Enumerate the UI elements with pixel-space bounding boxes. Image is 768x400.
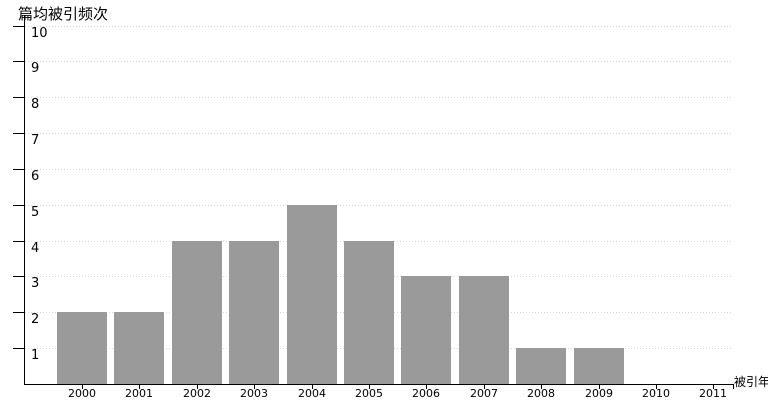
- x-tick-label: 2006: [412, 387, 440, 400]
- gridline: [25, 26, 733, 27]
- y-tick-label: 4: [31, 241, 40, 256]
- x-axis-tick: [656, 385, 657, 389]
- x-tick-label: 2010: [642, 387, 670, 400]
- x-axis-tick: [599, 385, 600, 389]
- y-tick-label: 2: [31, 312, 40, 327]
- bar-2005: [344, 241, 394, 384]
- bar-2007: [459, 276, 509, 384]
- x-tick-label: 2001: [125, 387, 153, 400]
- x-axis-tick: [713, 385, 714, 389]
- x-axis-title: 被引年: [734, 375, 768, 389]
- y-axis-tick: [13, 169, 24, 170]
- x-axis-tick: [197, 385, 198, 389]
- x-tick-label: 2004: [298, 387, 326, 400]
- x-axis-tick: [254, 385, 255, 389]
- x-tick-label: 2009: [585, 387, 613, 400]
- y-axis-title: 篇均被引频次: [18, 5, 109, 23]
- y-tick-label: 8: [31, 97, 40, 112]
- y-tick-label: 6: [31, 169, 40, 184]
- bar-2004: [287, 205, 337, 384]
- x-tick-label: 2011: [699, 387, 727, 400]
- x-tick-label: 2000: [68, 387, 96, 400]
- x-tick-label: 2005: [355, 387, 383, 400]
- y-axis-tick: [13, 276, 24, 277]
- x-tick-label: 2008: [527, 387, 555, 400]
- x-axis-tick: [82, 385, 83, 389]
- y-axis-tick: [13, 97, 24, 98]
- x-tick-label: 2007: [470, 387, 498, 400]
- y-axis-tick: [13, 312, 24, 313]
- bar-2008: [516, 348, 566, 384]
- y-axis-tick: [13, 133, 24, 134]
- x-axis-tick: [369, 385, 370, 389]
- gridline: [25, 61, 733, 62]
- y-tick-label: 7: [31, 133, 40, 148]
- x-axis-tick: [139, 385, 140, 389]
- gridline: [25, 97, 733, 98]
- x-axis-tick: [426, 385, 427, 389]
- y-tick-label: 1: [31, 348, 40, 363]
- bar-2009: [574, 348, 624, 384]
- x-axis-tick: [541, 385, 542, 389]
- y-tick-label: 3: [31, 276, 40, 291]
- bar-2001: [114, 312, 164, 384]
- bar-2003: [229, 241, 279, 384]
- x-axis-end-tick: [733, 385, 734, 389]
- y-tick-label: 5: [31, 205, 40, 220]
- x-axis-tick: [312, 385, 313, 389]
- bar-2006: [401, 276, 451, 384]
- x-axis-line: [24, 384, 734, 385]
- gridline: [25, 169, 733, 170]
- y-axis-tick: [13, 348, 24, 349]
- y-tick-label: 10: [31, 26, 48, 41]
- y-axis-tick: [13, 205, 24, 206]
- gridline: [25, 205, 733, 206]
- x-tick-label: 2002: [183, 387, 211, 400]
- bar-2000: [57, 312, 107, 384]
- y-axis-tick: [13, 26, 24, 27]
- x-tick-label: 2003: [240, 387, 268, 400]
- y-tick-label: 9: [31, 61, 40, 76]
- gridline: [25, 133, 733, 134]
- x-axis-tick: [484, 385, 485, 389]
- y-axis-line: [24, 15, 25, 385]
- y-axis-tick: [13, 241, 24, 242]
- y-axis-tick: [13, 61, 24, 62]
- bar-2002: [172, 241, 222, 384]
